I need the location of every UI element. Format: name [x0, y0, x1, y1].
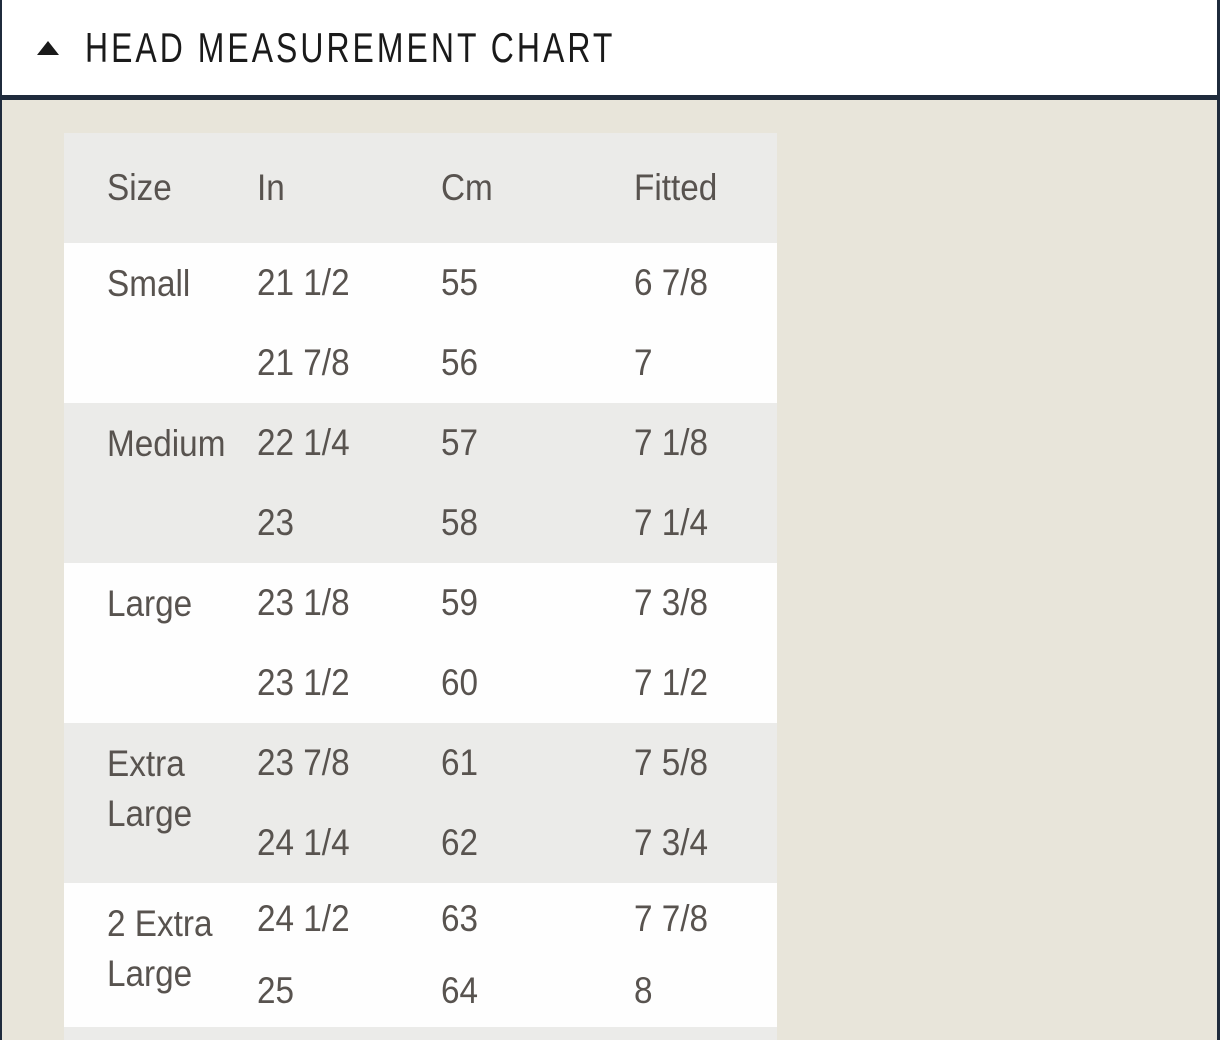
measurement-cell: 24 1/4 [257, 803, 441, 883]
measurement-cell: 22 1/4 [257, 403, 441, 483]
measurement-cell: 63 [441, 883, 634, 955]
measurement-cell: 7 1/4 [634, 483, 777, 563]
measurement-cell: 7 7/8 [634, 883, 777, 955]
measurement-cell: 23 1/2 [257, 643, 441, 723]
measurement-cell: 57 [441, 403, 634, 483]
measurement-cell: 7 1/8 [634, 403, 777, 483]
table-row: 24 1/4 62 7 3/4 [64, 803, 777, 883]
size-label-small: Small [64, 243, 257, 403]
measurement-cell: 56 [441, 323, 634, 403]
table-header-row: Size In Cm Fitted [64, 133, 777, 243]
table-row: 2 Extra Large 24 1/2 63 7 7/8 [64, 883, 777, 1027]
content-area: Size In Cm Fitted Small 21 1/2 55 6 7/8 … [2, 100, 1217, 1040]
measurement-cell: 8 [634, 955, 777, 1027]
table-row: 23 58 7 1/4 [64, 483, 777, 563]
measurement-cell: 23 [257, 483, 441, 563]
measurement-cell: 59 [441, 563, 634, 643]
size-label-medium: Medium [64, 403, 257, 563]
accordion-header-head-measurement-chart[interactable]: HEAD MEASUREMENT CHART [2, 0, 1217, 100]
collapse-triangle-up-icon[interactable] [37, 40, 59, 55]
measurement-cell: 21 1/2 [257, 243, 441, 323]
measurement-cell: 25 [257, 955, 441, 1027]
size-label-2-extra-large: 2 Extra Large [64, 883, 257, 1027]
measurement-cell: 64 [441, 955, 634, 1027]
table-row: Extra Large 23 7/8 61 7 5/8 [64, 723, 777, 883]
head-measurement-table: Size In Cm Fitted Small 21 1/2 55 6 7/8 … [64, 133, 777, 1027]
column-header-in: In [257, 133, 441, 243]
measurement-cell: 61 [441, 723, 634, 803]
size-label-large: Large [64, 563, 257, 723]
measurement-cell: 23 1/8 [257, 563, 441, 643]
size-label-extra-large: Extra Large [64, 723, 257, 883]
measurement-cell: 7 3/8 [634, 563, 777, 643]
measurement-cell: 7 3/4 [634, 803, 777, 883]
column-header-cm: Cm [441, 133, 634, 243]
table-row: 25 64 8 [64, 955, 777, 1027]
measurement-cell: 7 [634, 323, 777, 403]
table-row: 23 1/2 60 7 1/2 [64, 643, 777, 723]
measurement-cell: 24 1/2 [257, 883, 441, 955]
table-row: Large 23 1/8 59 7 3/8 [64, 563, 777, 723]
measurement-cell: 58 [441, 483, 634, 563]
section-title: HEAD MEASUREMENT CHART [85, 23, 616, 71]
measurement-cell: 6 7/8 [634, 243, 777, 323]
measurement-cell: 62 [441, 803, 634, 883]
measurement-cell: 7 5/8 [634, 723, 777, 803]
column-header-fitted: Fitted [634, 133, 777, 243]
table-row: Small 21 1/2 55 6 7/8 [64, 243, 777, 403]
table-row: 21 7/8 56 7 [64, 323, 777, 403]
measurement-cell: 21 7/8 [257, 323, 441, 403]
table-row: Medium 22 1/4 57 7 1/8 [64, 403, 777, 563]
measurement-cell: 23 7/8 [257, 723, 441, 803]
measurement-cell: 55 [441, 243, 634, 323]
measurement-cell: 60 [441, 643, 634, 723]
measurement-cell: 7 1/2 [634, 643, 777, 723]
next-table-row-cutoff [64, 1027, 777, 1040]
column-header-size: Size [64, 133, 257, 243]
table-header: Size In Cm Fitted [64, 133, 777, 243]
